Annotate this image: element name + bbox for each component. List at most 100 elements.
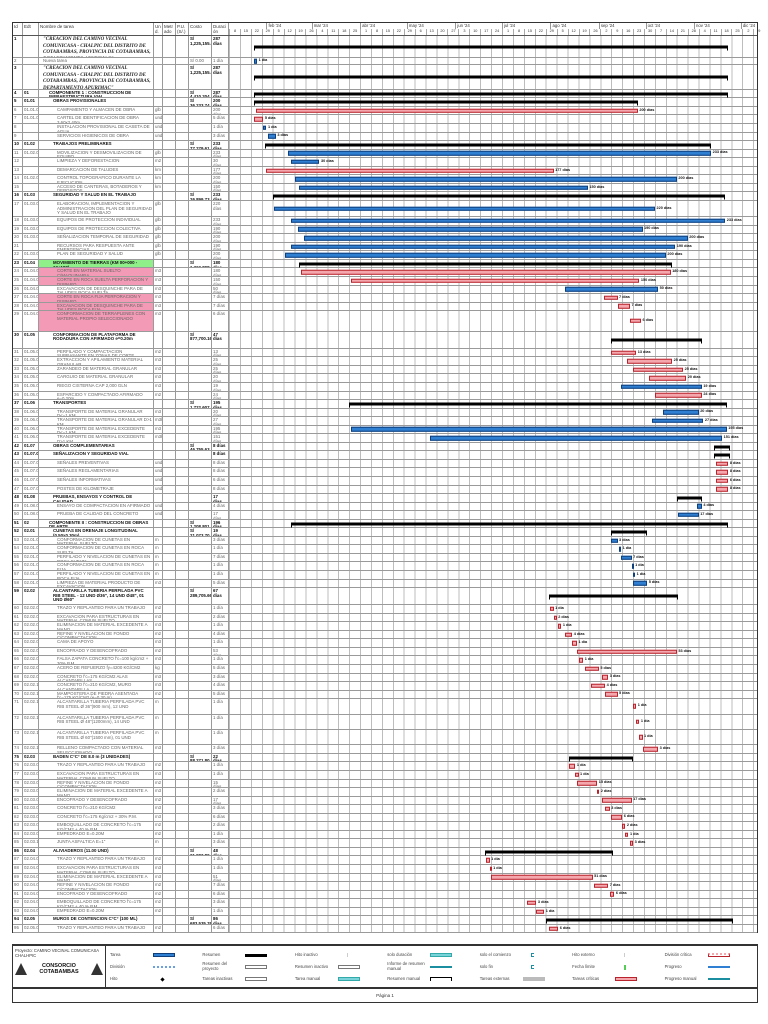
task-name[interactable]: TRANSPORTES — [39, 400, 154, 408]
task-bar[interactable] — [253, 58, 258, 64]
summary-row[interactable]: 16 01.03 SEGURIDAD Y SALUD EN EL TRABAJO S/… — [13, 192, 758, 201]
task-name[interactable]: BADEN C°C° DE 8.0 m (3 UNIDADES) — [39, 753, 154, 762]
task-bar[interactable] — [620, 555, 632, 560]
task-name[interactable]: ZARANDEO DE MATERIAL GRANULAR — [39, 365, 154, 374]
task-name[interactable]: SEGURIDAD Y SALUD EN EL TRABAJO — [39, 192, 154, 200]
summary-bar[interactable] — [253, 45, 729, 51]
task-name[interactable]: LIMPIEZA DE MATERIAL PRODUCTO DE EXCAVAC… — [39, 579, 154, 588]
task-row[interactable]: 9 SERVICIOS HIGIENICOS DE OBRA und 3 días 3 … — [13, 132, 758, 142]
col-name[interactable]: Nombre de tarea — [39, 23, 154, 35]
task-bar[interactable] — [291, 159, 320, 165]
critical-task-bar[interactable] — [591, 683, 606, 689]
task-bar[interactable] — [633, 581, 648, 586]
critical-task-bar[interactable] — [715, 469, 729, 475]
task-bar[interactable] — [294, 176, 677, 182]
task-name[interactable]: ALCANTARILLA TUBERIA PERFILADA PVC RIB S… — [39, 699, 154, 714]
task-name[interactable]: RECURSOS PARA RESPUESTA ANTE EMERGENCIAS — [39, 242, 154, 251]
task-name[interactable]: TRAZO Y REPLANTEO PARA UN TRABAJO — [39, 605, 154, 613]
task-name[interactable]: EQUIPOS DE PROTECCION COLECTIVA — [39, 225, 154, 234]
task-row[interactable]: 12 LIMPIEZA Y DEFORESTACION m2 30 días 30 dí… — [13, 158, 758, 167]
task-name[interactable]: ACERO DE REFUERZO fy=4200 KG/CM2 — [39, 665, 154, 673]
task-name[interactable]: ALCANTARILLA TUBERIA PERFILADA PVC RIB S… — [39, 729, 154, 745]
task-name[interactable]: COMPONENTE II : CONSTRUCCION DE OBRAS DE… — [39, 519, 154, 528]
summary-row[interactable]: 51 02 COMPONENTE II : CONSTRUCCION DE OBRA… — [13, 519, 758, 529]
task-bar[interactable] — [619, 546, 622, 552]
task-name[interactable]: CORTE EN MATERIAL SUELTO C/MAQUINARIA — [39, 268, 154, 276]
task-row[interactable]: 601.01.01CAMPAMENTO Y ALMACEN DE OBRAglb… — [13, 106, 758, 116]
task-name[interactable]: EMBOQUILLADO DE CONCRETO f'c=175 KG/CM2 … — [39, 822, 154, 830]
task-name[interactable]: REFINE Y NIVELACION DE FONDO C/COMPACTAC… — [39, 779, 154, 788]
col-pu[interactable]: P.U. (S/.) — [176, 23, 189, 35]
task-bar[interactable] — [651, 418, 704, 424]
task-bar[interactable] — [297, 227, 643, 232]
task-bar[interactable] — [678, 512, 699, 518]
critical-task-bar[interactable] — [625, 832, 629, 837]
task-name[interactable]: ALIVIADEROS (11.00 UND) — [39, 847, 154, 856]
critical-task-bar[interactable] — [603, 295, 618, 301]
task-name[interactable]: CONFORMACION DE CUNETAS EN ROCA FIJA — [39, 562, 154, 571]
critical-task-bar[interactable] — [576, 649, 677, 654]
task-name[interactable]: CORTE EN ROCA FIJA PERFORACION Y DISPARO — [39, 294, 154, 302]
task-row[interactable]: 21 RECURSOS PARA RESPUESTA ANTE EMERGENCI… — [13, 242, 758, 252]
task-name[interactable]: PLAN DE SEGURIDAD Y SALUD — [39, 251, 154, 259]
task-bar[interactable] — [288, 151, 712, 156]
task-name[interactable]: EQUIPOS DE PROTECCION INDIVIDUAL — [39, 217, 154, 225]
summary-row[interactable]: 23 01.04 MOVIMIENTO DE TIERRAS (KM 00+000 … — [13, 259, 758, 269]
task-name[interactable]: MAMPOSTERIA DE PIEDRA ASENTADA f'c=175 K… — [39, 690, 154, 699]
task-name[interactable]: "CREACION DEL CAMINO VECINAL COMUNICASA … — [39, 36, 154, 58]
task-name[interactable]: CONCRETO f'c=210 KG/CM2 — [39, 805, 154, 813]
task-name[interactable]: PERFILADO Y COMPACTACION SUBRASANTE EN Z… — [39, 348, 154, 357]
task-name[interactable]: CAMA DE APOYO — [39, 639, 154, 647]
task-name[interactable]: CONFORMACION DE PLATAFORMA DE RODADURA C… — [39, 331, 154, 348]
task-name[interactable]: JUNTA ASFALTICA E=1" — [39, 839, 154, 847]
task-name[interactable]: COMPONENTE 1 : CONSTRUCCION DE INFRAESTR… — [39, 89, 154, 98]
task-bar[interactable] — [620, 384, 702, 389]
task-name[interactable]: MUROS DE CONTENCION C°C° (100 ML) — [39, 916, 154, 924]
critical-task-bar[interactable] — [300, 269, 671, 275]
task-name[interactable]: CONCRETO f'c=175 Kg/cm2 + 30% P.M. — [39, 813, 154, 822]
critical-task-bar[interactable] — [605, 806, 610, 812]
task-name[interactable]: REFINE Y NIVELACION DE FONDO C/COMPACTAC… — [39, 630, 154, 639]
summary-bar[interactable] — [264, 143, 712, 149]
summary-row[interactable]: 42 01.07 OBRAS COMPLEMENTARIAS S/ 46,755.63… — [13, 442, 758, 452]
task-name[interactable]: RIEGO CISTERNA CAP 2,000 GLN — [39, 382, 154, 391]
task-name[interactable]: CONCRETO f'c=210 KG/CM2, MURO ALCANTARIL… — [39, 682, 154, 690]
critical-task-bar[interactable] — [489, 866, 492, 872]
critical-task-bar[interactable] — [642, 746, 659, 752]
task-name[interactable]: PRUEBAS, ENSAYOS Y CONTROL DE CALIDAD — [39, 494, 154, 502]
task-bar[interactable] — [268, 134, 276, 139]
critical-task-bar[interactable] — [626, 358, 673, 364]
task-name[interactable]: FALSA ZAPATA CONCRETO f'c=100 kg/cm2 + 3… — [39, 656, 154, 665]
critical-task-bar[interactable] — [550, 606, 554, 612]
task-bar[interactable] — [631, 563, 634, 569]
